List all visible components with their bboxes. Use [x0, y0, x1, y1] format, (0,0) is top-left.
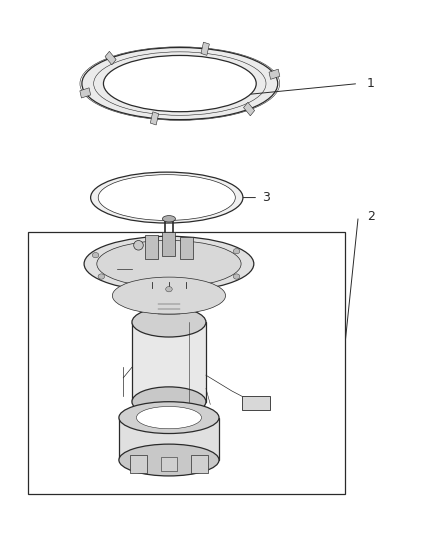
Ellipse shape	[132, 308, 206, 337]
Ellipse shape	[113, 277, 226, 314]
Ellipse shape	[98, 274, 105, 279]
Ellipse shape	[98, 175, 235, 221]
Ellipse shape	[82, 47, 278, 119]
Polygon shape	[180, 237, 193, 259]
Ellipse shape	[233, 248, 240, 254]
Ellipse shape	[91, 172, 243, 223]
Ellipse shape	[132, 387, 206, 417]
Polygon shape	[269, 69, 280, 79]
Polygon shape	[201, 42, 209, 55]
Ellipse shape	[136, 407, 201, 429]
Ellipse shape	[134, 240, 143, 250]
Ellipse shape	[119, 444, 219, 476]
Ellipse shape	[92, 253, 99, 258]
Text: 3: 3	[262, 191, 270, 204]
Ellipse shape	[97, 240, 241, 287]
Ellipse shape	[152, 236, 159, 241]
Polygon shape	[132, 322, 206, 402]
Polygon shape	[242, 397, 270, 410]
Ellipse shape	[233, 274, 240, 279]
Polygon shape	[130, 455, 147, 473]
Text: 2: 2	[367, 209, 375, 223]
Polygon shape	[191, 455, 208, 473]
Text: 1: 1	[367, 77, 375, 90]
Polygon shape	[80, 88, 91, 98]
Ellipse shape	[166, 287, 172, 292]
Ellipse shape	[119, 402, 219, 433]
Ellipse shape	[84, 236, 254, 292]
Polygon shape	[162, 232, 176, 256]
Polygon shape	[105, 51, 116, 65]
Polygon shape	[145, 235, 158, 259]
Ellipse shape	[103, 55, 256, 112]
Polygon shape	[161, 457, 177, 471]
Polygon shape	[244, 102, 254, 116]
Ellipse shape	[162, 216, 176, 222]
Polygon shape	[150, 112, 159, 125]
Polygon shape	[119, 418, 219, 460]
